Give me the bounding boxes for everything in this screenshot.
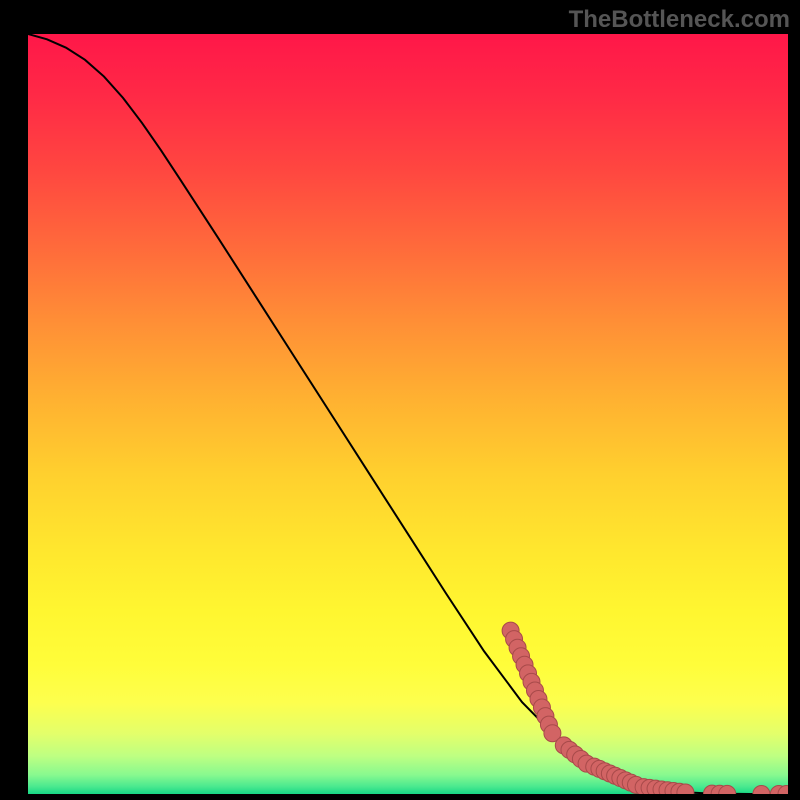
chart-svg [28,34,788,794]
plot-area [28,34,788,794]
chart-background [28,34,788,794]
watermark-text: TheBottleneck.com [569,6,790,34]
chart-frame: TheBottleneck.com [0,0,800,800]
